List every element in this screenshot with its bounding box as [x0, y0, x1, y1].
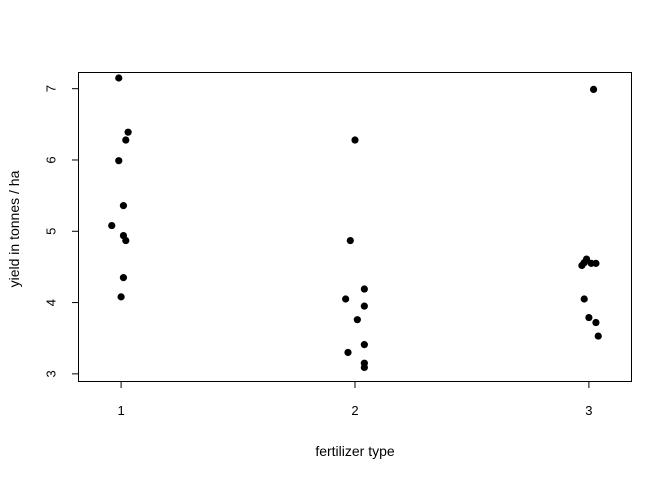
data-point — [594, 332, 602, 340]
x-axis: 1 2 3 — [117, 381, 593, 418]
x-axis-title: fertilizer type — [315, 443, 395, 459]
data-points — [108, 74, 602, 372]
x-tick-label: 3 — [585, 403, 592, 418]
data-point — [342, 295, 350, 303]
y-tick-label: 6 — [44, 156, 59, 163]
data-point — [580, 295, 588, 303]
data-point — [115, 157, 123, 165]
plot-frame — [78, 72, 632, 382]
y-axis-title: yield in tonnes / ha — [6, 170, 22, 287]
data-point — [360, 363, 368, 372]
data-point — [344, 348, 352, 357]
y-axis: 3 4 5 6 7 — [44, 85, 79, 377]
y-tick-label: 4 — [44, 299, 59, 306]
data-point — [589, 85, 598, 93]
data-point — [119, 202, 128, 210]
data-point — [122, 136, 130, 144]
data-point — [360, 341, 368, 349]
data-point — [360, 285, 368, 293]
data-point — [119, 274, 128, 282]
x-tick-label: 2 — [351, 403, 358, 418]
data-point — [108, 221, 116, 230]
y-tick-label: 7 — [44, 85, 59, 92]
data-point — [115, 74, 123, 82]
data-point — [124, 128, 132, 136]
data-point — [122, 236, 130, 245]
data-point — [592, 318, 600, 327]
x-tick-label: 1 — [117, 403, 124, 418]
data-point — [585, 313, 593, 322]
data-point — [578, 261, 586, 270]
y-tick-label: 5 — [44, 228, 59, 235]
y-tick-label: 3 — [44, 370, 59, 377]
data-point — [117, 293, 125, 301]
data-point — [346, 236, 354, 245]
data-point — [353, 316, 361, 324]
data-point — [360, 302, 368, 310]
data-point — [351, 136, 359, 144]
data-point — [592, 259, 600, 267]
